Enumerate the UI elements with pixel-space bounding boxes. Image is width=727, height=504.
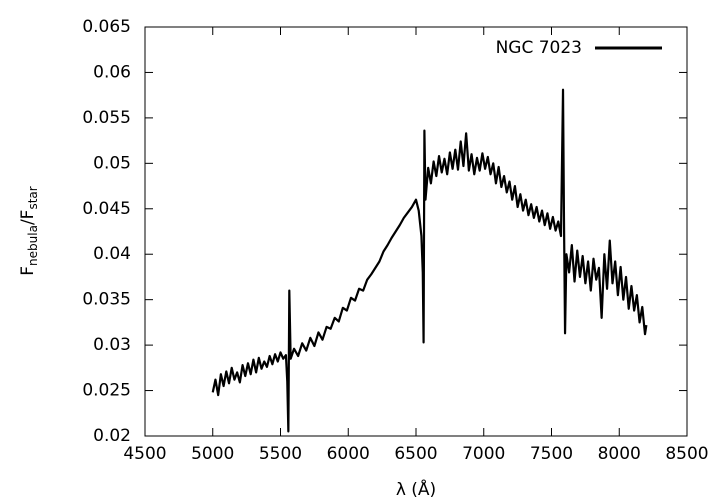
- y-tick-label: 0.025: [82, 381, 131, 401]
- legend-label: NGC 7023: [496, 38, 582, 58]
- y-tick-label: 0.04: [93, 244, 131, 264]
- y-tick-label: 0.06: [93, 62, 131, 82]
- x-tick-label: 8000: [598, 444, 641, 464]
- x-tick-label: 8500: [665, 444, 708, 464]
- x-tick-label: 6500: [394, 444, 437, 464]
- x-tick-label: 4500: [123, 444, 166, 464]
- x-tick-label: 6000: [327, 444, 370, 464]
- y-axis-label: Fnebula/Fstar: [18, 186, 40, 276]
- y-label-sub: star: [26, 186, 40, 209]
- y-label-main: F: [18, 266, 38, 276]
- y-tick-label: 0.045: [82, 199, 131, 219]
- x-tick-label: 5000: [191, 444, 234, 464]
- series-line: [211, 88, 648, 433]
- y-tick-label: 0.065: [82, 17, 131, 37]
- x-tick-label: 5500: [259, 444, 302, 464]
- x-tick-label: 7000: [462, 444, 505, 464]
- y-tick-label: 0.05: [93, 153, 131, 173]
- y-tick-label: 0.035: [82, 290, 131, 310]
- x-tick-label: 7500: [530, 444, 573, 464]
- y-label-sub: nebula: [26, 225, 40, 266]
- y-label-slash: /F: [18, 210, 38, 226]
- x-axis-label: λ (Å): [396, 478, 436, 500]
- y-tick-label: 0.02: [93, 426, 131, 446]
- y-tick-label: 0.055: [82, 108, 131, 128]
- y-tick-label: 0.03: [93, 335, 131, 355]
